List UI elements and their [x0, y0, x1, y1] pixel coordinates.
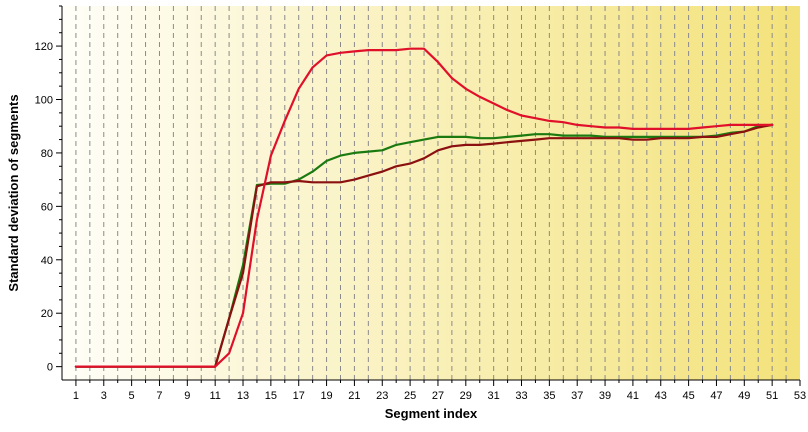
x-tick-label: 51 [766, 390, 778, 402]
x-tick-label: 7 [156, 390, 162, 402]
y-tick-label: 80 [41, 148, 53, 160]
x-tick-label: 39 [599, 390, 611, 402]
x-tick-label: 27 [432, 390, 444, 402]
y-tick-label: 60 [41, 201, 53, 213]
axes [56, 5, 801, 386]
x-tick-label: 33 [515, 390, 527, 402]
x-tick-label: 11 [209, 390, 220, 402]
x-tick-label: 45 [682, 390, 694, 402]
x-tick-label: 9 [184, 390, 190, 402]
x-tick-label: 53 [794, 390, 806, 402]
y-tick-label: 20 [41, 308, 53, 320]
x-tick-label: 41 [627, 390, 639, 402]
x-tick-label: 13 [237, 390, 249, 402]
x-tick-label: 37 [571, 390, 583, 402]
x-tick-label: 47 [710, 390, 722, 402]
x-tick-label: 25 [404, 390, 416, 402]
x-tick-label: 15 [265, 390, 277, 402]
x-tick-label: 5 [129, 390, 135, 402]
series-lines [74, 47, 774, 368]
y-tick-label: 40 [41, 255, 53, 267]
x-tick-label: 19 [320, 390, 332, 402]
x-tick-label: 1 [73, 390, 79, 402]
x-tick-label: 43 [655, 390, 667, 402]
y-tick-label: 120 [35, 41, 53, 53]
plot-area [62, 6, 800, 380]
x-tick-label: 17 [293, 390, 305, 402]
x-tick-label: 21 [348, 390, 360, 402]
y-tick-label: 100 [35, 95, 53, 107]
x-tick-label: 23 [376, 390, 388, 402]
x-tick-label: 49 [738, 390, 750, 402]
y-axis-title: Standard deviation of segments [6, 94, 21, 291]
x-tick-label: 35 [543, 390, 555, 402]
series-line-3 [74, 47, 774, 368]
y-tick-label: 0 [47, 362, 53, 374]
x-tick-label: 31 [488, 390, 500, 402]
x-axis-title: Segment index [385, 406, 478, 421]
x-tick-label: 3 [101, 390, 107, 402]
x-tick-label: 29 [460, 390, 472, 402]
